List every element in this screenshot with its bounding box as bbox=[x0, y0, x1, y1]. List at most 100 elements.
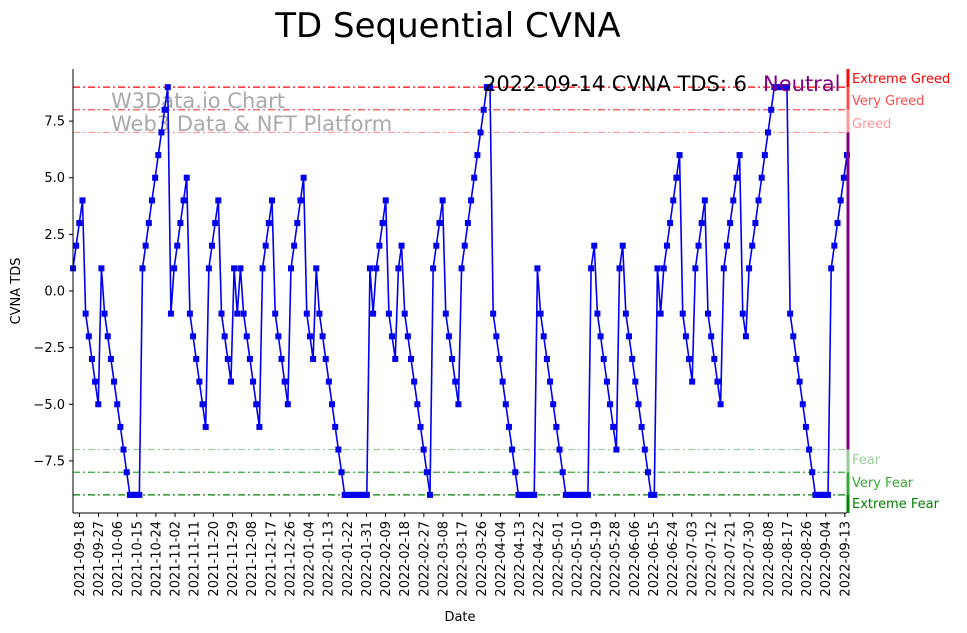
data-point bbox=[325, 378, 332, 385]
x-tick-label: 2021-09-27 bbox=[92, 521, 107, 597]
x-tick-label: 2021-10-06 bbox=[111, 521, 126, 597]
data-point bbox=[663, 242, 670, 249]
data-point bbox=[398, 242, 405, 249]
data-point bbox=[524, 491, 531, 498]
data-point bbox=[752, 220, 759, 227]
axes: −7.5 −5.0 −2.5 0.0 2.5 5.0 7.5 2021-09-18 2021-0… bbox=[33, 69, 853, 597]
y-tick-label: 0.0 bbox=[44, 285, 65, 300]
data-point bbox=[281, 378, 288, 385]
data-point bbox=[518, 491, 525, 498]
data-point bbox=[591, 242, 598, 249]
data-point bbox=[502, 401, 509, 408]
x-tick-label: 2022-07-12 bbox=[704, 521, 719, 597]
data-point bbox=[768, 106, 775, 113]
data-point bbox=[831, 242, 838, 249]
data-point bbox=[338, 469, 345, 476]
data-point bbox=[692, 265, 699, 272]
data-point bbox=[269, 197, 276, 204]
data-point bbox=[401, 310, 408, 317]
data-point bbox=[613, 446, 620, 453]
x-tick-label: 2022-02-18 bbox=[398, 521, 413, 597]
data-point bbox=[474, 152, 481, 159]
data-point bbox=[644, 469, 651, 476]
data-point bbox=[556, 446, 563, 453]
data-point bbox=[717, 401, 724, 408]
data-point bbox=[370, 310, 377, 317]
data-point bbox=[310, 355, 317, 362]
data-point bbox=[322, 355, 329, 362]
data-point bbox=[436, 220, 443, 227]
data-point bbox=[351, 491, 358, 498]
data-point bbox=[199, 401, 206, 408]
data-point bbox=[828, 265, 835, 272]
data-point bbox=[641, 446, 648, 453]
data-point bbox=[679, 310, 686, 317]
data-point bbox=[565, 491, 572, 498]
x-tick-label: 2022-03-08 bbox=[436, 521, 451, 597]
data-point bbox=[126, 491, 133, 498]
data-point bbox=[815, 491, 822, 498]
data-point bbox=[341, 491, 348, 498]
data-point bbox=[771, 84, 778, 91]
data-point bbox=[430, 265, 437, 272]
data-point bbox=[145, 220, 152, 227]
data-point bbox=[221, 333, 228, 340]
data-point bbox=[294, 220, 301, 227]
x-tick-label: 2022-03-26 bbox=[475, 521, 490, 597]
data-point bbox=[246, 355, 253, 362]
data-point bbox=[278, 355, 285, 362]
data-point bbox=[705, 310, 711, 317]
data-point bbox=[635, 401, 642, 408]
data-point bbox=[670, 197, 677, 204]
data-point bbox=[632, 378, 639, 385]
data-point bbox=[799, 401, 806, 408]
data-point bbox=[158, 129, 165, 136]
current-status: Neutral bbox=[763, 72, 841, 96]
data-point bbox=[746, 265, 753, 272]
data-point bbox=[218, 310, 225, 317]
data-point bbox=[588, 265, 595, 272]
data-point bbox=[262, 242, 269, 249]
data-point bbox=[417, 423, 424, 430]
data-point bbox=[673, 174, 680, 181]
data-point bbox=[259, 265, 266, 272]
zone-label: Extreme Greed bbox=[852, 72, 950, 87]
data-point bbox=[603, 378, 610, 385]
data-point bbox=[477, 129, 484, 136]
data-point bbox=[243, 333, 250, 340]
x-tick-label: 2022-01-04 bbox=[303, 521, 318, 597]
data-point bbox=[253, 401, 260, 408]
data-point bbox=[550, 401, 557, 408]
data-point bbox=[287, 265, 294, 272]
zone-label: Very Fear bbox=[852, 476, 914, 491]
data-point bbox=[411, 378, 418, 385]
x-tick-label: 2021-12-08 bbox=[245, 521, 260, 597]
data-point bbox=[714, 378, 721, 385]
data-point bbox=[790, 333, 797, 340]
data-point bbox=[319, 333, 326, 340]
data-point bbox=[521, 491, 528, 498]
data-point bbox=[104, 333, 111, 340]
data-point bbox=[594, 310, 601, 317]
data-point bbox=[300, 174, 307, 181]
x-tick-label: 2021-09-18 bbox=[73, 521, 88, 597]
data-point bbox=[540, 333, 547, 340]
y-tick-label: −2.5 bbox=[33, 341, 65, 356]
data-point bbox=[171, 265, 178, 272]
data-point bbox=[562, 491, 569, 498]
data-point bbox=[572, 491, 579, 498]
data-point bbox=[152, 174, 159, 181]
watermark-line: Web3 Data & NFT Platform bbox=[111, 112, 392, 136]
data-point bbox=[449, 355, 456, 362]
data-point bbox=[468, 197, 475, 204]
x-tick-label: 2022-08-17 bbox=[781, 521, 796, 597]
x-tick-label: 2022-09-04 bbox=[819, 521, 834, 597]
series-line bbox=[72, 86, 848, 496]
data-point bbox=[332, 423, 339, 430]
data-point bbox=[240, 310, 247, 317]
data-point bbox=[531, 491, 538, 498]
watermark-line: W3Data.io Chart bbox=[111, 89, 285, 113]
current-reading: 2022-09-14 CVNA TDS: 6 Neutral bbox=[483, 72, 840, 96]
x-tick-label: 2021-10-24 bbox=[149, 521, 164, 597]
x-tick-label: 2021-12-17 bbox=[264, 521, 279, 597]
